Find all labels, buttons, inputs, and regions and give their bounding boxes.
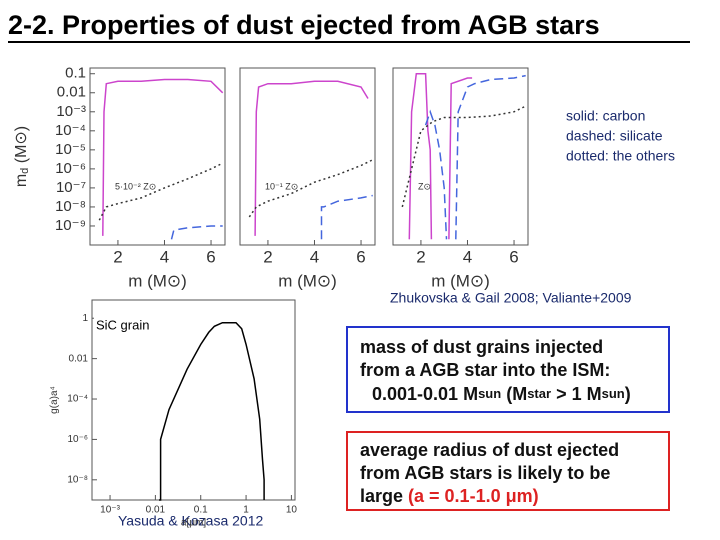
citation: Yasuda & Kozasa 2012 xyxy=(118,513,264,529)
y-tick-label: 10⁻⁴ xyxy=(55,122,86,139)
annotation: 5·10⁻² Z⊙ xyxy=(115,181,156,191)
highlight: (a = 0.1-1.0 μm) xyxy=(408,486,539,506)
x-tick-label: 6 xyxy=(206,247,215,266)
y-tick-label: 0.1 xyxy=(65,65,86,82)
box-text: > 1 M xyxy=(551,384,602,404)
annotation: Z⊙ xyxy=(418,181,431,191)
x-tick-label: 4 xyxy=(160,247,169,266)
y-tick-label: 10⁻⁶ xyxy=(67,434,88,445)
legend-note: dotted: the others xyxy=(566,148,675,164)
y-axis-label: g(a)a⁴ xyxy=(49,386,60,414)
x-tick-label: 6 xyxy=(356,247,365,266)
data-line xyxy=(159,321,265,501)
box-text: ) xyxy=(625,384,631,404)
y-axis-label: m xyxy=(13,174,30,187)
y-tick-label: 10⁻⁹ xyxy=(55,217,86,234)
text-box xyxy=(346,326,670,413)
x-axis-label: m (M⊙) xyxy=(128,271,187,290)
x-tick-label: 4 xyxy=(463,247,472,266)
annotation-bg xyxy=(94,316,158,334)
data-line xyxy=(424,74,526,240)
x-tick-label: 2 xyxy=(263,247,272,266)
x-tick-label: 2 xyxy=(113,247,122,266)
data-line xyxy=(320,194,373,240)
citation: Zhukovska & Gail 2008; Valiante+2009 xyxy=(390,290,632,306)
slide-title: 2-2. Properties of dust ejected from AGB… xyxy=(8,10,600,40)
box-text: from a AGB star into the ISM: xyxy=(360,360,610,380)
data-line xyxy=(408,72,473,240)
y-tick-label: 1 xyxy=(82,313,88,324)
data-line xyxy=(401,105,527,208)
box-text: large (a = 0.1-1.0 μm) xyxy=(360,486,539,506)
box-text: (M xyxy=(501,384,527,404)
subscript: sun xyxy=(478,386,501,401)
x-axis-label: m (M⊙) xyxy=(431,271,490,290)
box-text: average radius of dust ejected xyxy=(360,440,619,460)
x-tick-label: 2 xyxy=(416,247,425,266)
y-axis-label: (M⊙) xyxy=(13,126,30,168)
y-tick-label: 10⁻³ xyxy=(56,103,86,120)
y-axis-label: md (M⊙) xyxy=(13,126,31,187)
x-axis-label: m (M⊙) xyxy=(278,271,337,290)
x-tick-label: 10⁻³ xyxy=(100,505,120,516)
data-line xyxy=(254,80,369,236)
plot-area xyxy=(89,67,226,246)
x-tick-label: 10 xyxy=(286,505,298,516)
subscript: star xyxy=(527,386,551,401)
y-axis-label: d xyxy=(19,168,31,174)
text-box xyxy=(346,431,670,511)
legend-note: dashed: silicate xyxy=(566,128,663,144)
box-text: 0.001-0.01 Msun (Mstar > 1 Msun) xyxy=(372,384,631,404)
annotation: SiC grain xyxy=(96,317,149,332)
x-axis-label: a[μm] xyxy=(181,518,206,529)
plot-area xyxy=(239,67,376,246)
y-tick-label: 10⁻⁷ xyxy=(56,179,86,196)
x-tick-label: 0.1 xyxy=(194,505,208,516)
x-tick-label: 4 xyxy=(310,247,319,266)
y-tick-label: 10⁻⁵ xyxy=(55,141,86,158)
y-tick-label: 10⁻⁶ xyxy=(55,160,86,177)
box-text: 0.001-0.01 M xyxy=(372,384,478,404)
y-tick-label: 0.01 xyxy=(57,84,86,101)
annotation: 10⁻¹ Z⊙ xyxy=(265,181,298,191)
subscript: sun xyxy=(602,386,625,401)
y-axis-label: g(a)a⁴ xyxy=(49,386,60,414)
plot-area xyxy=(392,67,529,246)
box-text: from AGB stars is likely to be xyxy=(360,463,610,483)
box-text: large xyxy=(360,486,408,506)
x-tick-label: 6 xyxy=(509,247,518,266)
data-line xyxy=(248,159,374,218)
legend-note: solid: carbon xyxy=(566,108,645,124)
data-line xyxy=(102,78,224,236)
y-tick-label: 0.01 xyxy=(69,353,89,364)
x-tick-label: 0.01 xyxy=(146,505,166,516)
box-text: mass of dust grains injected xyxy=(360,337,603,357)
y-tick-label: 10⁻⁴ xyxy=(67,394,88,405)
y-tick-label: 10⁻⁸ xyxy=(55,198,86,215)
y-tick-label: 10⁻⁸ xyxy=(67,474,88,485)
data-line xyxy=(170,225,223,240)
x-tick-label: 1 xyxy=(243,505,249,516)
